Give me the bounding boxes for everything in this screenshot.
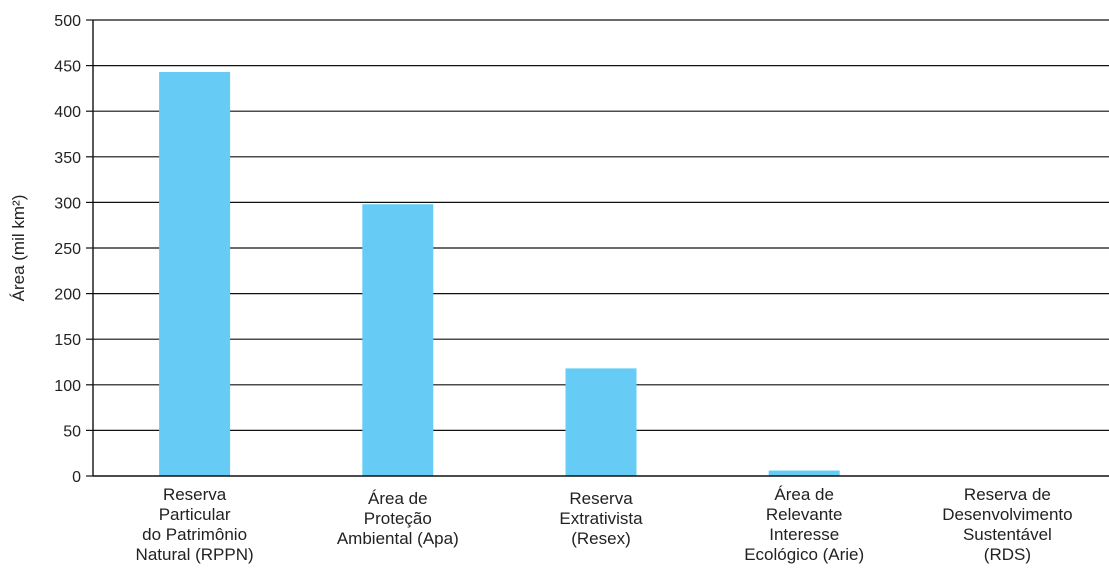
category-label-line: (RDS): [984, 545, 1031, 564]
y-tick-label: 50: [63, 423, 81, 440]
category-label-line: Reserva: [569, 489, 633, 508]
bar: [159, 71, 231, 476]
category-label-line: Particular: [159, 505, 231, 524]
category-label: Área de Proteção Ambiental (Apa): [337, 489, 459, 548]
axes: [86, 19, 1109, 477]
y-tick-label: 450: [54, 59, 81, 76]
category-label-line: Desenvolvimento: [942, 505, 1072, 524]
category-label-line: Ambiental (Apa): [337, 529, 459, 548]
category-label-line: Sustentável: [963, 525, 1052, 544]
y-tick-label: 150: [54, 332, 81, 349]
category-label: Área de Relevante Interesse Ecológico (Arie…: [744, 485, 864, 564]
category-label-line: Relevante: [766, 505, 843, 524]
category-label-line: (Resex): [571, 529, 631, 548]
y-tick-label: 350: [54, 150, 81, 167]
category-label: Reserva Particular do Patrimônio Natural (R…: [136, 485, 254, 564]
bars: [159, 71, 840, 476]
gridlines: [93, 19, 1109, 431]
y-tick-label: 300: [54, 195, 81, 212]
category-label-line: Área de: [774, 485, 834, 504]
category-label-line: do Patrimônio: [142, 525, 247, 544]
y-tick-label: 250: [54, 241, 81, 258]
y-tick-label: 0: [72, 469, 81, 486]
y-tick-labels: 0 50 100 150 200 250 300 350 400 450 500: [54, 13, 81, 486]
category-label-line: Interesse: [769, 525, 839, 544]
category-label-line: Reserva: [163, 485, 227, 504]
bar: [362, 204, 434, 476]
category-label-line: Área de: [368, 489, 428, 508]
category-label: Reserva de Desenvolvimento Sustentável (RDS…: [942, 485, 1072, 564]
y-tick-label: 100: [54, 378, 81, 395]
bar: [768, 470, 840, 476]
category-label-line: Natural (RPPN): [136, 545, 254, 564]
category-label-line: Reserva de: [964, 485, 1051, 504]
y-tick-label: 200: [54, 287, 81, 304]
category-label-line: Extrativista: [559, 509, 643, 528]
category-label-line: Ecológico (Arie): [744, 545, 864, 564]
category-labels: Reserva Particular do Patrimônio Natural (R…: [136, 485, 1073, 564]
bar: [565, 368, 637, 476]
y-axis-title: Área (mil km²): [9, 195, 28, 302]
category-label-line: Proteção: [364, 509, 432, 528]
y-tick-label: 400: [54, 104, 81, 121]
y-tick-label: 500: [54, 13, 81, 30]
category-label: Reserva Extrativista (Resex): [559, 489, 643, 548]
